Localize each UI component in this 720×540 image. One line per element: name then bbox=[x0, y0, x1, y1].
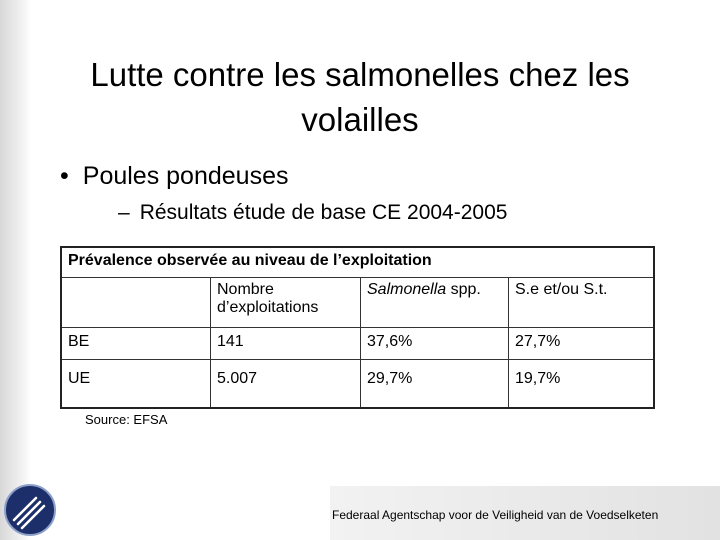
cell: 37,6% bbox=[360, 327, 509, 360]
footer-text: Federaal Agentschap voor de Veiligheid v… bbox=[332, 508, 659, 522]
bullet: • Poules pondeuses bbox=[60, 162, 289, 190]
cell: 5.007 bbox=[210, 359, 361, 409]
header-cell: S.e et/ou S.t. bbox=[508, 277, 655, 328]
sub-bullet-text: Résultats étude de base CE 2004-2005 bbox=[139, 201, 508, 224]
cell: BE bbox=[60, 327, 211, 360]
header-cell bbox=[60, 277, 211, 328]
data-table: Prévalence observée au niveau de l’explo… bbox=[60, 246, 655, 409]
slide-title: Lutte contre les salmonelles chez les vo… bbox=[90, 56, 630, 138]
header-italic: Salmonella bbox=[367, 281, 447, 298]
cell: UE bbox=[60, 359, 211, 409]
cell: 29,7% bbox=[360, 359, 509, 409]
source: Source: EFSA bbox=[85, 412, 168, 427]
table-caption: Prévalence observée au niveau de l’explo… bbox=[60, 246, 655, 278]
bullet-text: Poules pondeuses bbox=[82, 162, 289, 190]
header-cell: Nombre d’exploitations bbox=[210, 277, 361, 328]
footer-band bbox=[330, 486, 720, 540]
cell: 19,7% bbox=[508, 359, 655, 409]
sub-bullet: – Résultats étude de base CE 2004-2005 bbox=[118, 201, 508, 224]
logo bbox=[4, 484, 56, 536]
cell: 27,7% bbox=[508, 327, 655, 360]
cell: 141 bbox=[210, 327, 361, 360]
side-band bbox=[0, 0, 30, 540]
header-text: spp. bbox=[450, 281, 481, 298]
header-cell: Salmonella spp. bbox=[360, 277, 509, 328]
